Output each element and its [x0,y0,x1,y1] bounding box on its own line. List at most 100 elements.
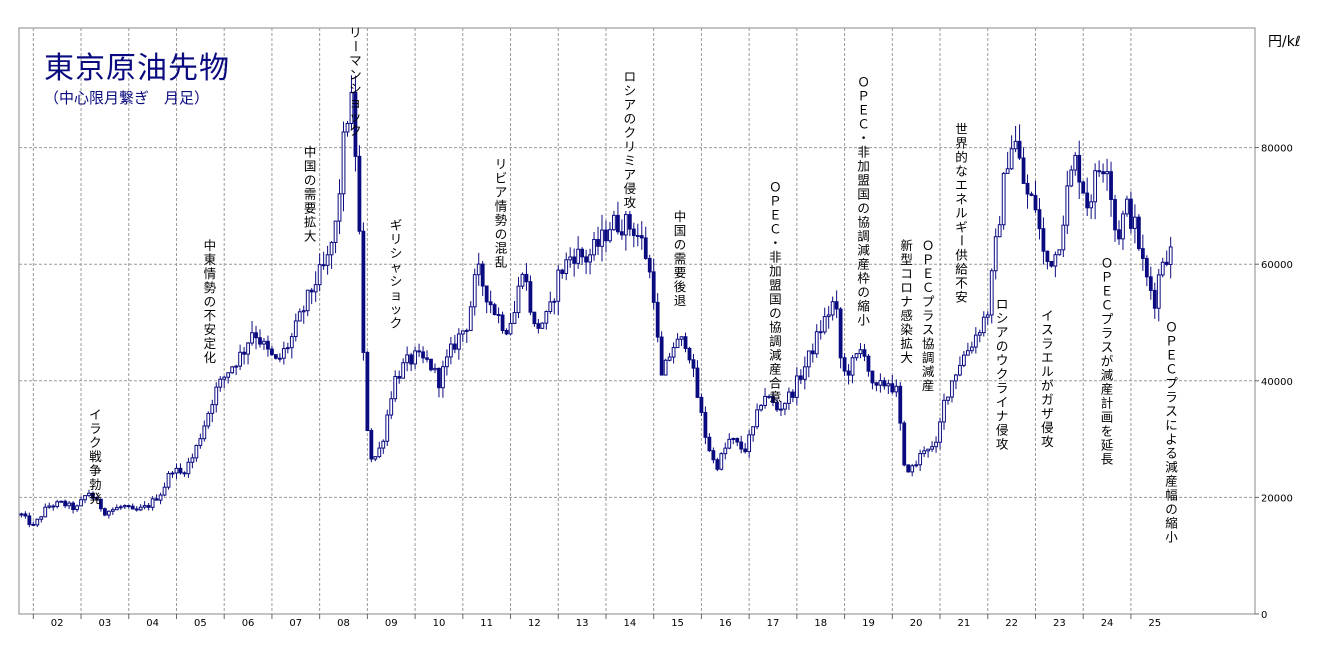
annotation-char: 要 [304,201,317,216]
annotation-char: 大 [304,229,317,244]
candle-body [1164,261,1169,265]
annotation-char: ス [1101,339,1114,354]
candle-body [1089,201,1094,209]
candle-body [540,322,545,329]
candle-body [1077,154,1082,183]
candle-body [142,505,147,508]
candle-body [600,229,604,247]
candle-body [134,508,139,511]
candle-body [639,235,644,239]
annotation-char: 計 [1101,395,1114,410]
candle-body [1025,182,1030,195]
candle-body [23,513,28,517]
y-tick-label: 40000 [1261,377,1293,388]
candle-body [834,301,839,310]
annotation-char: 新 [900,238,913,253]
candle-body [997,224,1002,238]
annotation-char: リ [495,156,508,171]
candle-body [357,155,362,232]
candle-body [464,329,469,332]
candle-body [118,506,123,509]
candle-body [691,359,696,369]
annotation-char: の [304,173,317,188]
candle-body [329,241,334,256]
annotation-char: ラ [1101,325,1114,340]
candle-body [1129,198,1133,229]
candle-body [643,237,648,259]
candle-body [321,264,326,267]
x-tick-label: 19 [862,618,875,629]
candle-body [655,301,660,338]
candle-body [1105,171,1109,175]
candle-body [1168,246,1173,265]
candle-body [596,239,600,247]
annotation-char: 不 [955,275,968,290]
candle-body [564,259,569,275]
candle-body [1113,199,1117,231]
candle-body [293,320,298,338]
annotation-char: ス [1165,404,1178,419]
candle-body [663,359,668,376]
candle-body [122,505,127,508]
candle-body [150,498,155,508]
annotation-char: 乱 [495,254,508,269]
candle-body [906,464,911,473]
annotation-char: 化 [204,350,217,365]
candle-body [337,193,342,222]
candle-body [1029,193,1034,196]
annotation-char: ラ [1041,336,1054,351]
candle-body [166,473,171,488]
candle-body [103,508,107,516]
candle-body [429,358,433,371]
candle-body [1065,185,1070,226]
candle-body [1033,194,1038,211]
candle-body [1021,157,1026,184]
annotation-char: ア [996,324,1009,339]
annotation-char: 定 [204,336,217,351]
annotation-char: 産 [1101,381,1114,396]
annotation-char: 勢 [495,212,508,227]
y-tick-label: 60000 [1261,260,1293,271]
annotation-char: プ [922,294,935,309]
candle-body [922,450,927,455]
annotation-char: 盟 [769,278,782,293]
annotation-char: ロ [900,280,913,295]
candle-body [433,367,437,371]
candle-body [1069,169,1074,187]
annotation-char: Ｃ [1165,362,1178,377]
annotation-char: ー [348,40,363,53]
candle-body [508,322,513,335]
annotation-char: シ [390,274,403,289]
candle-body [556,269,561,302]
candle-body [1073,154,1078,171]
annotation-char: 協 [922,336,935,351]
candle-body [846,370,851,376]
candle-body [441,366,445,389]
candle-body [854,353,859,359]
annotation-char: 拡 [304,215,317,230]
candle-body [397,375,402,379]
annotation-char: 攻 [1041,434,1054,449]
annotation-char: よ [1165,432,1178,447]
candle-body [210,404,215,414]
candle-body [377,447,382,458]
candle-body [59,500,64,503]
annotation-char: ラ [922,308,935,323]
candle-body [456,333,461,350]
candle-body [675,338,680,349]
candle-body [226,372,231,378]
annotation-char: ネ [955,191,968,206]
candle-body [369,430,374,460]
candle-body [715,459,720,470]
candle-body [488,301,493,306]
candle-body [536,323,541,329]
candle-body [707,436,712,452]
candle-body [588,254,592,263]
candle-body [285,347,290,350]
candle-body [218,378,223,388]
